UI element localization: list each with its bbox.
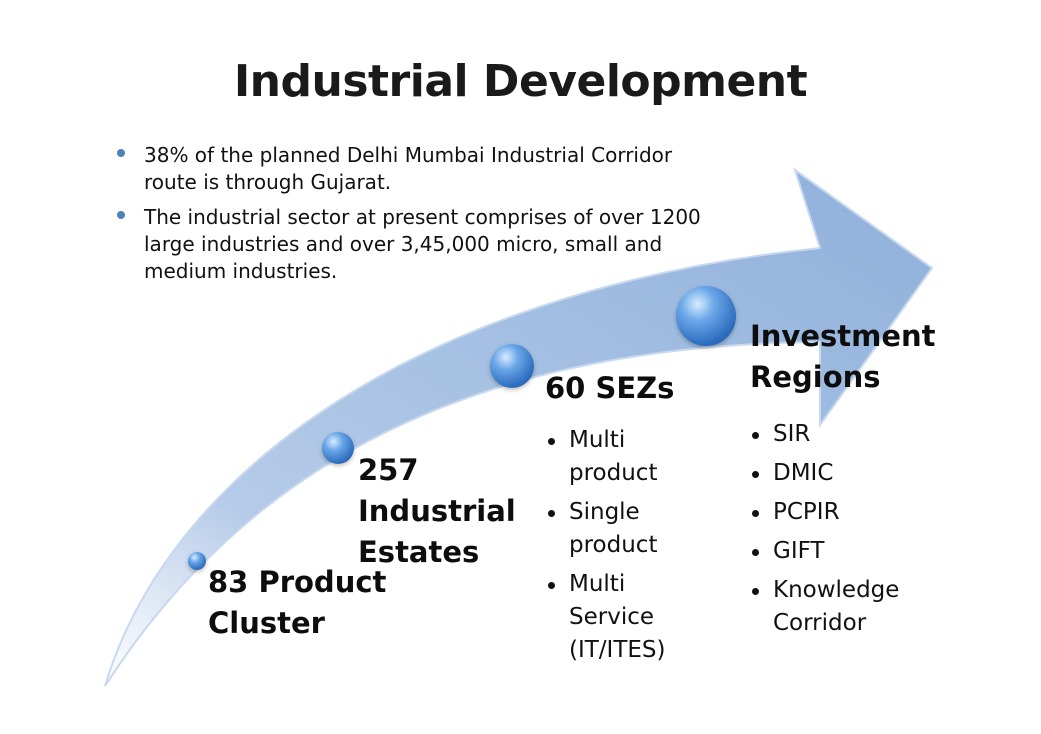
list-item: SIR	[750, 418, 930, 451]
bullet-dot-icon	[117, 211, 125, 219]
stage-3-label: 60 SEZs	[545, 371, 675, 405]
list-item: Multi product	[546, 424, 696, 490]
intro-bullet: 38% of the planned Delhi Mumbai Industri…	[112, 142, 712, 196]
page-title: Industrial Development	[233, 56, 808, 107]
bullet-dot-icon	[117, 149, 125, 157]
list-item: PCPIR	[750, 496, 930, 529]
stage-1-label: 83 Product Cluster	[208, 565, 387, 640]
list-item: Multi Service (IT/ITES)	[546, 568, 696, 667]
intro-bullet: The industrial sector at present compris…	[112, 204, 712, 285]
sez-list: Multi product Single product Multi Servi…	[546, 424, 696, 673]
investment-region-list: SIR DMIC PCPIR GIFT Knowledge Corridor	[750, 418, 930, 646]
list-item: DMIC	[750, 457, 930, 490]
list-item: GIFT	[750, 535, 930, 568]
stage-2-ball-icon	[322, 432, 354, 464]
stage-4-ball-icon	[676, 286, 736, 346]
stage-3-ball-icon	[490, 344, 534, 388]
intro-bullets: 38% of the planned Delhi Mumbai Industri…	[112, 142, 712, 293]
list-item: Knowledge Corridor	[750, 574, 930, 640]
stage-2-label: 257 Industrial Estates	[358, 453, 516, 569]
stage-4-label: Investment Regions	[750, 319, 936, 394]
list-item: Single product	[546, 496, 696, 562]
stage-1-ball-icon	[188, 552, 206, 570]
